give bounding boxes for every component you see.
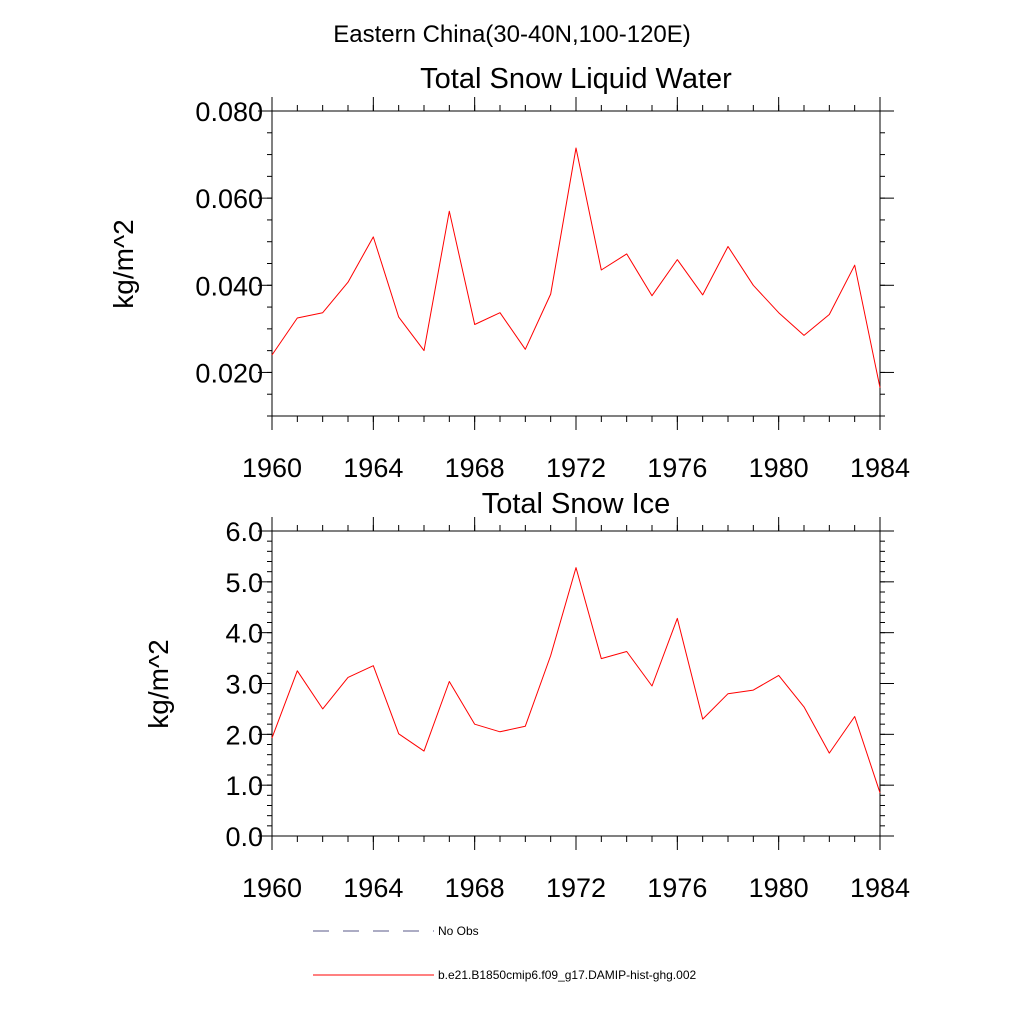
series-line [271,567,881,793]
x-tick-label: 1964 [343,873,403,903]
x-tick-labels: 1960 1964 1968 1972 1976 1980 1984 [242,453,910,483]
y-tick-label: 0.040 [195,271,263,301]
x-tick-label: 1972 [546,873,606,903]
panel-title: Total Snow Liquid Water [420,63,732,95]
legend-label-model: b.e21.B1850cmip6.f09_g17.DAMIP-hist-ghg.… [438,968,696,982]
y-tick-label: 1.0 [225,771,263,801]
x-tick-label: 1980 [749,873,809,903]
y-tick-label: 2.0 [225,720,263,750]
y-tick-labels: 0.0 1.0 2.0 3.0 4.0 5.0 6.0 [225,517,263,852]
tick-marks [258,97,894,430]
y-tick-label: 3.0 [225,670,263,700]
series-lines [271,147,881,388]
x-tick-label: 1968 [445,453,505,483]
x-tick-label: 1984 [850,873,910,903]
y-tick-label: 0.0 [225,822,263,852]
x-tick-label: 1964 [343,453,403,483]
tick-marks [258,517,894,850]
panel-snow-liquid-water: Total Snow Liquid Water kg/m^2 0.020 0.04… [108,63,910,483]
x-tick-labels: 1960 1964 1968 1972 1976 1980 1984 [242,873,910,903]
x-tick-label: 1960 [242,873,302,903]
plot-frame [271,530,881,837]
y-tick-label: 0.080 [195,97,263,127]
y-axis-label: kg/m^2 [108,219,139,308]
x-tick-label: 1968 [445,873,505,903]
x-tick-label: 1972 [546,453,606,483]
series-lines [271,567,881,793]
x-tick-label: 1976 [647,453,707,483]
plot-frame [271,110,881,417]
panel-title: Total Snow Ice [482,488,671,520]
y-tick-label: 0.060 [195,184,263,214]
y-tick-labels: 0.020 0.040 0.060 0.080 [195,97,263,388]
legend: No Obs b.e21.B1850cmip6.f09_g17.DAMIP-hi… [313,924,696,982]
legend-label-no-obs: No Obs [438,924,479,938]
series-line [271,147,881,388]
y-tick-label: 4.0 [225,619,263,649]
x-tick-label: 1984 [850,453,910,483]
y-tick-label: 0.020 [195,358,263,388]
x-tick-label: 1980 [749,453,809,483]
x-tick-label: 1960 [242,453,302,483]
x-tick-label: 1976 [647,873,707,903]
y-tick-label: 6.0 [225,517,263,547]
panel-snow-ice: Total Snow Ice kg/m^2 0.0 1.0 2.0 3.0 4.0 5.0… [143,488,910,903]
y-tick-label: 5.0 [225,568,263,598]
y-axis-label: kg/m^2 [143,639,174,728]
figure-suptitle: Eastern China(30-40N,100-120E) [333,21,691,48]
